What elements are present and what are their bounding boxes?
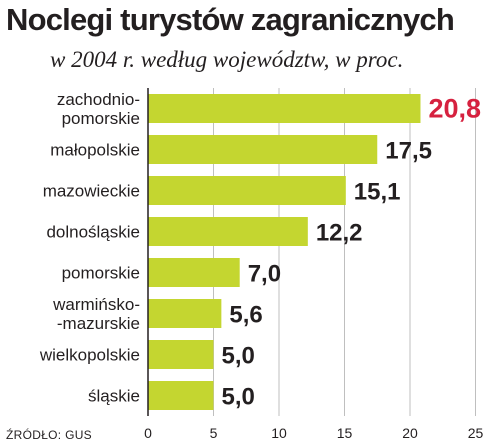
category-label: śląskie [88, 387, 140, 406]
source-note: ŹRÓDŁO: GUS [6, 428, 92, 442]
category-label: mazowieckie [43, 182, 140, 201]
x-tick-label: 15 [337, 425, 353, 441]
value-label: 5,0 [222, 384, 255, 411]
category-label: wielkopolskie [39, 346, 140, 365]
value-label: 12,2 [316, 220, 363, 247]
x-tick-label: 10 [271, 425, 287, 441]
x-tick-label: 25 [468, 425, 484, 441]
value-label: 15,1 [354, 179, 401, 206]
x-tick-label: 20 [402, 425, 418, 441]
bar [148, 176, 346, 205]
category-label: małopolskie [50, 141, 140, 160]
bar [148, 258, 240, 287]
value-label: 17,5 [385, 138, 432, 165]
value-label: 7,0 [248, 261, 281, 288]
chart-subtitle: w 2004 r. według województw, w proc. [50, 47, 404, 72]
chart-title: Noclegi turystów zagranicznych [6, 2, 455, 37]
value-label: 5,6 [229, 302, 262, 329]
bar [148, 217, 308, 246]
bar [148, 94, 421, 123]
x-tick-label: 5 [210, 425, 218, 441]
bar [148, 381, 214, 410]
value-label: 5,0 [222, 343, 255, 370]
category-label: zachodnio-pomorskie [57, 90, 140, 128]
category-label: warmińsko--mazurskie [52, 295, 140, 333]
bar [148, 135, 378, 164]
category-label: pomorskie [62, 264, 140, 283]
x-tick-label: 0 [144, 425, 152, 441]
value-label: 20,8 [428, 94, 481, 124]
category-label: dolnośląskie [46, 223, 140, 242]
bar [148, 299, 222, 328]
bar [148, 340, 214, 369]
